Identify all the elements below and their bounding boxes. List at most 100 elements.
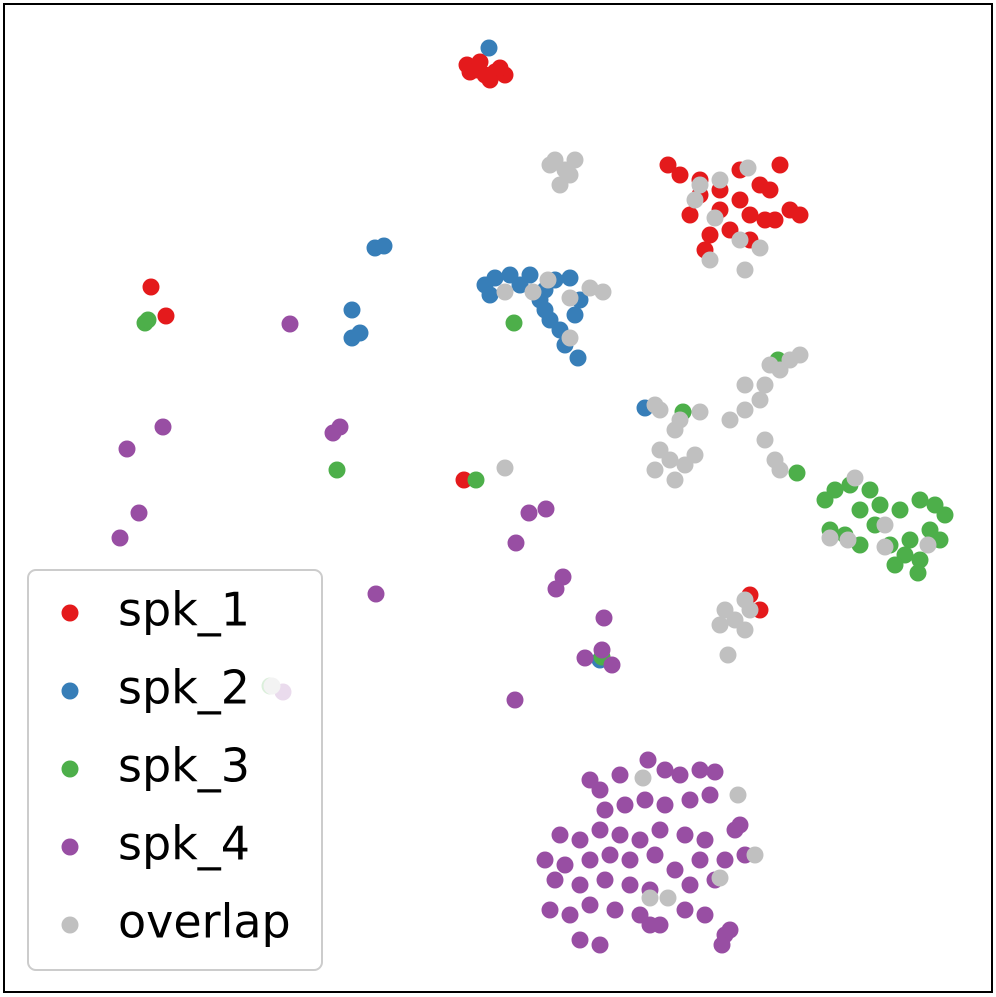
point [331,418,349,436]
point [791,346,809,364]
point [876,538,894,556]
point [486,269,504,287]
point [756,211,774,229]
legend-marker [61,838,79,856]
legend-label: spk_1 [118,583,250,637]
point [561,269,579,287]
legend-label: spk_4 [118,817,250,871]
point [891,501,909,519]
point [281,315,299,333]
point [467,471,485,489]
point [751,239,769,257]
point [791,206,809,224]
point [876,516,894,534]
point [911,551,929,569]
point [641,916,659,934]
point [551,826,569,844]
point [591,781,609,799]
point [771,461,789,479]
point [681,791,699,809]
point [561,329,579,347]
point [566,151,584,169]
point [576,649,594,667]
point [788,464,806,482]
legend-marker [61,760,79,778]
point [539,271,557,289]
point [681,206,699,224]
point [821,529,839,547]
point [581,851,599,869]
point [581,896,599,914]
point [496,459,514,477]
point [561,289,579,307]
point [636,791,654,809]
point [506,691,524,709]
point [671,411,689,429]
point [861,481,879,499]
point [328,461,346,479]
point [594,283,612,301]
point [596,871,614,889]
point [659,156,677,174]
point [343,301,361,319]
point [901,531,919,549]
point [666,471,684,489]
point [631,831,649,849]
legend-marker [61,682,79,700]
point [756,431,774,449]
point [656,761,674,779]
point [751,391,769,409]
point [581,279,599,297]
point [546,871,564,889]
point [706,209,724,227]
point [851,501,869,519]
point [676,826,694,844]
point [731,231,749,249]
point [741,601,759,619]
point [541,156,559,174]
point [641,889,659,907]
point [157,307,175,325]
point [118,440,136,458]
point [621,876,639,894]
point [480,39,498,57]
point [681,876,699,894]
point [661,451,679,469]
point [909,564,927,582]
point [731,816,749,834]
point [761,181,779,199]
point [706,763,724,781]
legend-marker [61,604,79,622]
point [686,191,704,209]
point [771,156,789,174]
point [651,821,669,839]
point [561,906,579,924]
point [721,921,739,939]
point [671,166,689,184]
point [541,901,559,919]
point [736,376,754,394]
point [611,826,629,844]
point [711,616,729,634]
point [729,786,747,804]
legend-label: spk_2 [118,661,250,715]
point [691,176,709,194]
point [911,491,929,509]
point [481,286,499,304]
point [591,821,609,839]
point [571,831,589,849]
point [505,314,523,332]
point [736,621,754,639]
point [691,761,709,779]
point [367,585,385,603]
point [521,266,539,284]
point [731,191,749,209]
point [686,446,704,464]
point [701,786,719,804]
point [826,481,844,499]
point [524,283,542,301]
point [351,324,369,342]
point [719,646,737,664]
point [520,504,538,522]
